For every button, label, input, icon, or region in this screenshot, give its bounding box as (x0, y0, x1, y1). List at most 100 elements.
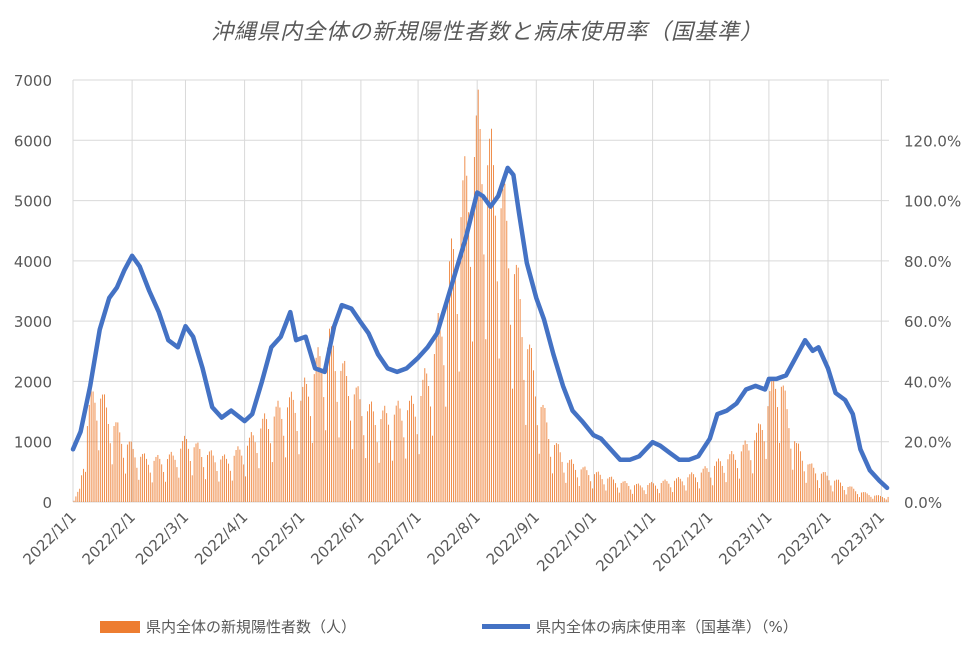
bar (786, 409, 788, 502)
bar (329, 328, 330, 502)
bar (489, 138, 491, 502)
bar (260, 428, 262, 502)
bar (346, 376, 348, 502)
bar (576, 477, 578, 502)
bar (88, 404, 90, 502)
bar (220, 459, 222, 502)
y-left-tick-label: 3000 (14, 313, 52, 331)
bar (813, 467, 815, 502)
bar (441, 336, 443, 502)
bar (85, 471, 86, 502)
bar (500, 208, 502, 502)
bar (595, 472, 597, 502)
bar (851, 486, 853, 502)
bar (525, 424, 527, 502)
bar (353, 394, 355, 502)
bar (147, 464, 149, 502)
bar (178, 477, 180, 502)
bar (887, 496, 889, 502)
bar (763, 441, 765, 502)
bar (123, 457, 124, 502)
bar (258, 468, 260, 502)
bar (146, 458, 147, 502)
bar (849, 486, 851, 502)
bar (649, 483, 651, 502)
bar (838, 479, 839, 502)
bar (454, 273, 456, 502)
bar (880, 495, 881, 502)
bar (109, 443, 111, 502)
bar (845, 494, 847, 502)
chart-title: 沖縄県内全体の新規陽性者数と病床使用率（国基準） (210, 20, 763, 45)
bar (161, 464, 163, 502)
bar (658, 493, 660, 502)
y-left-tick-label: 2000 (14, 373, 52, 391)
bar (771, 377, 773, 502)
bar (212, 455, 214, 502)
bar (117, 422, 119, 502)
x-tick-label: 2022/1/1 (19, 508, 79, 568)
bar (306, 383, 308, 502)
y-right-tick-label: 100.0% (904, 193, 961, 211)
bar (574, 469, 576, 502)
bar (165, 481, 166, 502)
bar (742, 444, 744, 502)
y-left-tick-label: 1000 (14, 434, 52, 452)
bar (321, 372, 323, 502)
bar (622, 481, 624, 502)
bar (239, 449, 241, 502)
bar (729, 454, 731, 502)
bar (700, 472, 702, 502)
bar (841, 486, 843, 502)
bar (86, 426, 88, 502)
bar (836, 479, 838, 502)
bar (449, 261, 451, 502)
bar-series (73, 89, 889, 503)
bar (205, 479, 206, 502)
bar (674, 480, 675, 502)
bar (683, 485, 685, 502)
bar (632, 493, 634, 502)
bar (731, 450, 733, 502)
bar (710, 477, 712, 502)
bar (656, 488, 658, 502)
bar (462, 180, 464, 502)
bar (348, 396, 349, 502)
bar (386, 413, 388, 502)
bar (149, 472, 151, 502)
bar (90, 386, 92, 502)
bar (491, 128, 492, 502)
bar (365, 458, 367, 502)
legend-item-bars: 県内全体の新規陽性者数（人） (100, 616, 356, 637)
x-tick-label: 2023/3/1 (828, 508, 888, 568)
bar (443, 365, 445, 502)
bar (580, 469, 582, 502)
bar (855, 491, 857, 502)
bar (824, 472, 826, 502)
bar (416, 434, 418, 502)
bar (210, 450, 212, 502)
bar (847, 486, 849, 502)
bar (430, 406, 431, 502)
bar (344, 360, 346, 502)
bar (533, 370, 534, 502)
bar (229, 470, 231, 502)
bar (168, 454, 170, 502)
bar (311, 442, 313, 502)
bar (803, 471, 805, 502)
bar (285, 457, 287, 502)
bar (96, 420, 98, 502)
y-right-tick-label: 0.0% (904, 494, 942, 512)
bar (636, 483, 637, 502)
bar (826, 475, 828, 502)
x-tick-label: 2022/10/1 (533, 508, 600, 575)
bar (668, 483, 670, 502)
bar (496, 281, 498, 502)
bar (266, 419, 267, 502)
y-right-tick-label: 120.0% (904, 132, 961, 150)
bar (645, 494, 647, 502)
bar (254, 442, 256, 502)
x-axis: 2022/1/12022/2/12022/3/12022/4/12022/5/1… (19, 508, 888, 575)
x-tick-label: 2022/2/1 (79, 508, 139, 568)
bar (746, 443, 748, 502)
